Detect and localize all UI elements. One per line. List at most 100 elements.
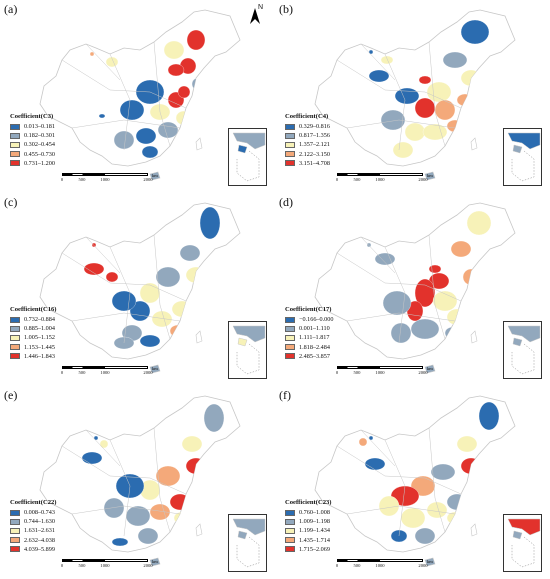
region (400, 507, 426, 529)
panel-label: (b) (279, 2, 293, 16)
south-china-sea-inset (228, 128, 267, 186)
country-outline (39, 395, 241, 553)
legend-swatch (285, 344, 295, 351)
legend-swatch (285, 537, 295, 544)
scale-bar-graphic (62, 173, 148, 176)
legend-entry: 2.122–3.150 (285, 150, 330, 159)
region (380, 55, 394, 65)
region (98, 113, 106, 119)
region (175, 110, 193, 126)
scale-label: 500 (78, 370, 86, 375)
region (203, 403, 225, 433)
legend-swatch (10, 141, 20, 148)
boundary-line (360, 236, 396, 274)
inset-map (507, 132, 541, 182)
legend-entry: 2.632–4.038 (10, 536, 57, 545)
scale-label: 0 (60, 177, 64, 182)
legend-label: 1.009–1.198 (299, 518, 330, 526)
legend-label: 0.760–1.008 (299, 509, 330, 517)
legend-entry: 1.111–1.817 (285, 333, 333, 342)
legend-swatch (10, 151, 20, 158)
region (394, 87, 420, 105)
region (414, 97, 436, 119)
choropleth-map (314, 395, 516, 567)
legend-label: 0.885–1.004 (24, 325, 55, 333)
region (422, 123, 448, 141)
legend-label: 1.435–1.714 (299, 536, 330, 544)
region (460, 69, 482, 87)
legend-swatch (10, 353, 20, 360)
boundary-line (384, 53, 406, 151)
region (374, 252, 396, 266)
inset-map (507, 325, 541, 375)
boundary-line (109, 53, 131, 151)
legend-entry: −0.166–0.000 (285, 315, 333, 324)
panel-label: (d) (279, 195, 293, 209)
boundary-line (384, 246, 406, 344)
inset-map (232, 132, 266, 182)
scale-label: 500 (78, 177, 86, 182)
scale-label: 2000 (143, 563, 153, 568)
scale-bar-graphic (337, 173, 423, 176)
scale-label: 0 (60, 563, 64, 568)
boundary-line (424, 284, 462, 302)
region (442, 51, 468, 69)
region (414, 278, 436, 308)
north-label: N (258, 4, 264, 11)
region (137, 527, 159, 545)
legend: Coefficient(C16) 0.732–0.884 0.885–1.004 1.… (10, 305, 57, 361)
legend-label: 4.039–5.899 (24, 545, 55, 553)
scale-label: 500 (78, 563, 86, 568)
scale-bar-graphic (62, 366, 148, 369)
scale-label: 1000 (100, 177, 110, 182)
country-outline (39, 202, 241, 360)
legend-entry: 0.455–0.730 (10, 150, 55, 159)
hainan-island (149, 364, 161, 374)
boundary-line (85, 43, 121, 81)
choropleth-map (314, 9, 516, 181)
choropleth-map (39, 202, 241, 374)
country-outline (314, 395, 516, 553)
region (181, 435, 203, 453)
south-china-sea-inset (228, 514, 267, 572)
boundary-line (153, 234, 171, 340)
legend-entry: 0.302–0.454 (10, 140, 55, 149)
scale-unit: km (151, 173, 158, 178)
legend-label: 1.715–2.069 (299, 545, 330, 553)
scale-label: 2000 (143, 370, 153, 375)
legend-swatch (285, 316, 295, 323)
scale-bar-graphic (337, 559, 423, 562)
scale-label: 1000 (375, 370, 385, 375)
legend-label: 3.151–4.708 (299, 159, 330, 167)
legend-label: 1.111–1.817 (299, 334, 330, 342)
legend-swatch (285, 527, 295, 534)
legend-swatch (285, 546, 295, 553)
choropleth-map (314, 202, 516, 374)
legend-swatch (10, 123, 20, 130)
legend-entry: 0.744–1.630 (10, 517, 57, 526)
legend-entry: 0.732–0.884 (10, 315, 57, 324)
legend-label: 1.631–2.631 (24, 527, 55, 535)
boundary-line (384, 439, 406, 537)
map-panel: (f) Coefficient(C23) 0.760–1.008 1.009–1.19… (275, 386, 550, 579)
scale-bar: 0 500 1000 2000 km (60, 172, 158, 184)
scale-label: 500 (353, 370, 361, 375)
legend-label: 0.001–1.110 (299, 325, 330, 333)
scale-bar: 0 500 1000 2000 km (336, 365, 433, 377)
scale-label: 2000 (418, 370, 428, 375)
region (157, 121, 179, 139)
scale-unit: km (151, 559, 158, 564)
boundary-line (336, 252, 426, 286)
scale-unit: km (426, 173, 433, 178)
legend: Coefficient(C3) 0.013–0.181 0.182–0.301 0.3… (10, 112, 55, 168)
legend-entry: 1.357–2.121 (285, 140, 330, 149)
region (456, 435, 478, 453)
legend-title: Coefficient(C16) (10, 306, 57, 313)
boundary-line (428, 427, 446, 533)
boundary-line (346, 312, 456, 322)
legend-entry: 0.008–0.743 (10, 508, 57, 517)
legend-entry: 1.446–1.843 (10, 352, 57, 361)
legend-entry: 3.151–4.708 (285, 159, 330, 168)
legend-label: 0.732–0.884 (24, 316, 55, 324)
legend-label: 0.013–0.181 (24, 123, 55, 131)
